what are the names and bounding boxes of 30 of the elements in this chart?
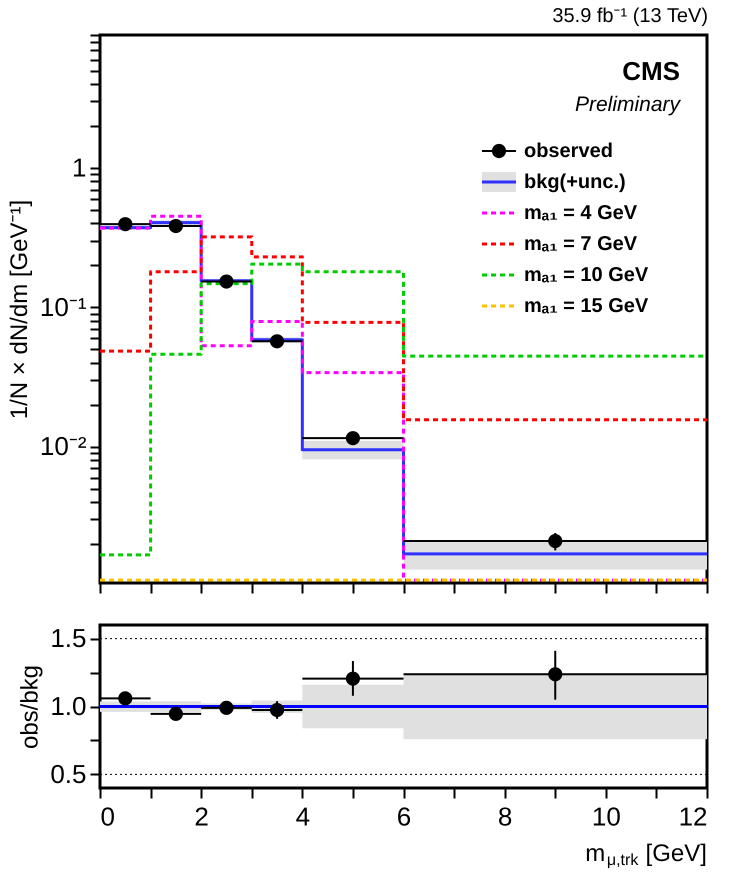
y-tick-label: 1.0 bbox=[50, 691, 86, 721]
y-tick-label: 10⁻¹ bbox=[40, 292, 87, 322]
y-tick-label: 1.5 bbox=[50, 623, 86, 654]
x-tick-label: 2 bbox=[194, 802, 209, 832]
legend-label: mₐ₁ = 10 GeV bbox=[524, 264, 649, 286]
x-tick-label: 0 bbox=[100, 802, 115, 832]
point bbox=[346, 431, 360, 446]
legend-label: mₐ₁ = 7 GeV bbox=[524, 233, 638, 255]
legend-label: bkg(+unc.) bbox=[524, 171, 626, 193]
x-tick-label: 8 bbox=[498, 802, 512, 832]
x-tick-label: 6 bbox=[396, 802, 412, 832]
annotation: Preliminary bbox=[574, 93, 682, 116]
x-tick-label: 4 bbox=[296, 802, 310, 832]
point bbox=[219, 274, 234, 289]
y-axis-title: 1/N × dN/dm [GeV⁻¹] bbox=[6, 200, 33, 420]
y-tick-label: 0.5 bbox=[50, 758, 86, 789]
point bbox=[548, 534, 562, 548]
chart-title: 35.9 fb⁻¹ (13 TeV) bbox=[552, 5, 708, 27]
y-tick-label: 1 bbox=[72, 152, 86, 182]
y-axis-title: obs/bkg bbox=[16, 664, 44, 750]
point bbox=[270, 334, 284, 348]
point bbox=[118, 217, 132, 232]
x-tick-label: 10 bbox=[592, 802, 621, 832]
legend-label: mₐ₁ = 4 GeV bbox=[524, 202, 638, 224]
annotation: CMS bbox=[622, 56, 680, 86]
legend-label: mₐ₁ = 15 GeV bbox=[524, 295, 649, 317]
legend-label: observed bbox=[524, 140, 613, 162]
x-tick-label: 12 bbox=[678, 802, 708, 832]
point bbox=[168, 218, 183, 234]
y-tick-label: 10⁻² bbox=[40, 431, 87, 462]
